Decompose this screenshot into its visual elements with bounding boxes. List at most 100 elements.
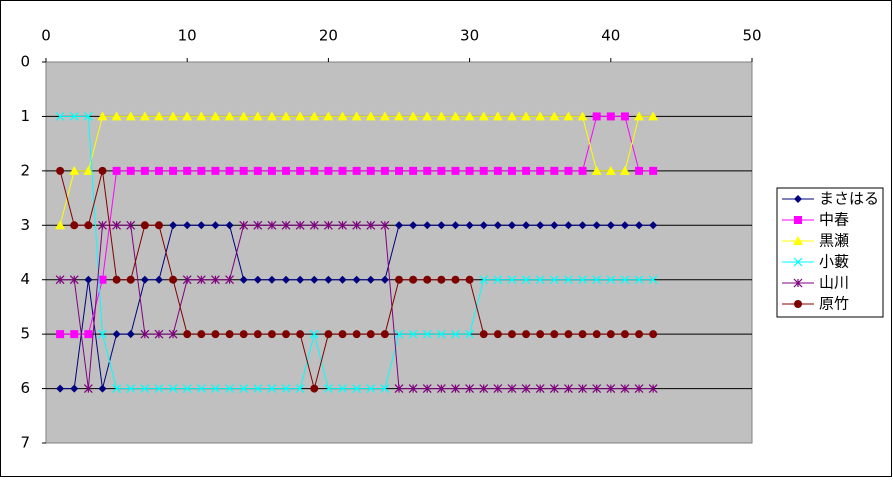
data-point: [592, 275, 602, 285]
data-point: [324, 275, 333, 284]
data-point: [267, 166, 276, 175]
data-point: [366, 330, 375, 339]
data-point: [649, 330, 658, 339]
legend-box: [776, 187, 884, 318]
data-point: [324, 330, 333, 339]
data-point: [225, 166, 234, 175]
data-point: [395, 166, 403, 175]
data-point: [112, 220, 122, 230]
data-point: [267, 384, 277, 393]
data-point: [140, 166, 149, 175]
data-point: [564, 221, 573, 230]
data-point: [409, 221, 418, 230]
data-point: [168, 329, 178, 339]
data-point: [310, 275, 319, 284]
data-point: [380, 220, 390, 230]
x-tick-label: 30: [460, 27, 479, 45]
data-point: [352, 275, 361, 284]
data-point: [564, 166, 573, 175]
data-point: [451, 384, 460, 393]
data-point: [239, 275, 248, 284]
legend-marker: [794, 300, 802, 308]
data-point: [253, 166, 262, 175]
data-point: [620, 275, 630, 285]
data-point: [140, 384, 150, 393]
data-point: [69, 275, 79, 285]
data-point: [620, 384, 630, 393]
data-point: [649, 166, 658, 175]
data-point: [182, 384, 192, 393]
data-point: [408, 111, 419, 121]
data-point: [97, 111, 108, 121]
data-point: [296, 275, 305, 284]
data-point: [591, 165, 602, 175]
data-point: [493, 275, 503, 285]
data-point: [507, 166, 516, 175]
data-point: [394, 329, 404, 339]
data-point: [239, 330, 248, 339]
data-point: [338, 275, 347, 284]
data-point: [423, 166, 432, 175]
data-point: [451, 329, 460, 339]
legend-marker: [794, 195, 802, 203]
data-point: [550, 330, 559, 339]
data-point: [648, 384, 658, 393]
x-tick-label: 20: [319, 27, 338, 45]
data-point: [409, 275, 418, 284]
data-point: [111, 111, 122, 121]
data-point: [253, 384, 263, 393]
data-point: [112, 384, 122, 393]
data-point: [154, 329, 164, 339]
data-point: [98, 166, 107, 175]
legend-label: 原竹: [819, 295, 849, 313]
data-point: [281, 384, 291, 393]
data-point: [83, 384, 93, 393]
data-point: [451, 221, 460, 230]
data-point: [493, 221, 502, 230]
y-tick-label: 4: [20, 270, 30, 288]
data-point: [238, 111, 249, 121]
data-point: [84, 330, 93, 339]
data-point: [282, 166, 291, 175]
data-point: [478, 111, 489, 121]
data-point: [366, 275, 375, 284]
data-point: [225, 330, 234, 339]
data-point: [522, 330, 531, 339]
data-point: [112, 330, 121, 339]
data-point: [634, 111, 645, 121]
data-point: [395, 221, 403, 230]
data-point: [154, 384, 164, 393]
data-point: [98, 220, 107, 230]
data-point: [620, 330, 629, 339]
data-point: [352, 166, 361, 175]
data-point: [423, 221, 432, 230]
data-point: [620, 112, 629, 121]
data-point: [196, 275, 206, 285]
data-point: [197, 221, 206, 230]
data-point: [211, 275, 220, 285]
data-point: [196, 111, 207, 121]
data-point: [408, 329, 418, 339]
legend-label: 山川: [819, 274, 849, 292]
y-tick-label: 3: [20, 216, 30, 234]
data-point: [536, 221, 545, 230]
data-point: [126, 384, 136, 393]
data-point: [183, 166, 192, 175]
legend-label: 小藪: [819, 253, 849, 271]
data-point: [309, 329, 319, 339]
data-point: [197, 166, 206, 175]
x-tick-label: 0: [41, 27, 51, 45]
y-tick-label: 2: [20, 161, 30, 179]
data-point: [253, 220, 263, 230]
data-point: [126, 330, 135, 339]
data-point: [154, 166, 163, 175]
data-point: [112, 275, 121, 284]
data-point: [211, 166, 220, 175]
data-point: [281, 111, 292, 121]
data-point: [352, 384, 362, 393]
data-point: [267, 275, 276, 284]
data-point: [479, 275, 489, 285]
data-point: [437, 275, 446, 284]
data-point: [535, 384, 545, 393]
